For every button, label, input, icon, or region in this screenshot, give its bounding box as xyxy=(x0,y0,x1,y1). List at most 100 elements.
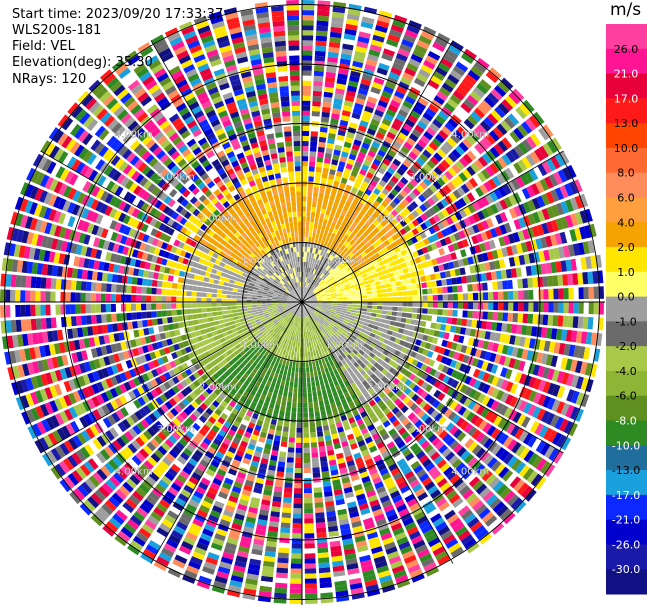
gate-cell xyxy=(445,49,459,60)
gate-cell xyxy=(336,191,343,199)
gate-cell xyxy=(401,334,408,341)
gate-cell xyxy=(307,196,312,202)
gate-cell xyxy=(374,407,382,416)
gate-cell xyxy=(372,114,382,122)
gate-cell xyxy=(271,501,281,508)
gate-cell xyxy=(317,223,322,229)
gate-cell xyxy=(320,239,325,246)
gate-cell xyxy=(339,285,345,290)
gate-cell xyxy=(381,310,388,315)
gate-cell xyxy=(474,143,485,155)
gate-cell xyxy=(432,493,444,504)
gate-cell xyxy=(400,176,409,185)
gate-cell xyxy=(315,212,320,219)
gate-cell xyxy=(494,106,506,118)
gate-cell xyxy=(332,6,346,14)
gate-cell xyxy=(392,292,398,297)
gate-cell xyxy=(437,294,443,301)
gate-cell xyxy=(292,528,302,534)
gate-cell xyxy=(437,163,447,173)
gate-cell xyxy=(460,249,467,258)
gate-cell xyxy=(343,350,350,357)
gate-cell xyxy=(395,389,403,398)
gate-cell xyxy=(399,189,408,198)
gate-cell xyxy=(321,296,327,299)
gate-cell xyxy=(359,369,366,376)
gate-cell xyxy=(424,393,433,402)
gate-cell xyxy=(557,315,564,327)
gate-cell xyxy=(278,456,286,463)
gate-cell xyxy=(319,572,331,579)
gate-cell xyxy=(522,313,529,324)
gate-cell xyxy=(424,430,434,440)
gate-cell xyxy=(427,447,437,458)
gate-cell xyxy=(419,496,431,506)
gate-cell xyxy=(558,246,565,259)
gate-cell xyxy=(317,202,322,209)
gate-cell xyxy=(357,383,365,390)
gate-cell xyxy=(512,88,525,101)
gate-cell xyxy=(388,325,395,331)
gate-cell xyxy=(315,35,328,42)
gate-cell xyxy=(351,290,357,294)
gate-cell xyxy=(408,373,416,381)
gate-cell xyxy=(480,196,490,207)
gate-cell xyxy=(307,300,312,302)
gate-cell xyxy=(451,163,461,174)
gate-cell xyxy=(402,291,408,296)
gate-cell xyxy=(472,292,479,301)
gate-cell xyxy=(452,285,458,293)
gate-cell xyxy=(292,346,295,352)
gate-cell xyxy=(295,457,302,464)
gate-cell xyxy=(334,196,341,203)
gate-cell xyxy=(412,295,418,301)
gate-cell xyxy=(565,404,575,418)
gate-cell xyxy=(350,148,359,156)
gate-cell xyxy=(464,328,471,336)
gate-cell xyxy=(497,140,509,152)
gate-cell xyxy=(539,178,550,191)
gate-cell xyxy=(306,206,311,212)
gate-cell xyxy=(441,219,450,228)
gate-cell xyxy=(476,124,488,136)
gate-cell xyxy=(315,283,320,288)
gate-cell xyxy=(302,302,307,304)
gate-cell xyxy=(302,191,307,197)
gate-cell xyxy=(302,65,312,71)
gate-cell xyxy=(370,118,380,127)
gate-cell xyxy=(337,320,343,325)
gate-cell xyxy=(354,379,362,386)
gate-cell xyxy=(552,315,559,327)
gate-cell xyxy=(421,246,429,254)
gate-cell xyxy=(407,475,418,484)
gate-cell xyxy=(303,437,310,443)
gate-cell xyxy=(349,232,356,239)
gate-cell xyxy=(462,284,468,292)
gate-cell xyxy=(407,425,417,434)
gate-cell xyxy=(505,473,518,486)
gate-cell xyxy=(513,302,519,312)
gate-cell xyxy=(551,137,562,151)
gate-cell xyxy=(402,448,412,458)
gate-cell xyxy=(352,210,359,217)
gate-cell xyxy=(290,573,302,579)
gate-cell xyxy=(481,137,492,148)
gate-cell xyxy=(367,274,374,280)
gate-cell xyxy=(525,154,536,167)
gate-cell xyxy=(367,294,373,298)
gate-cell xyxy=(368,49,381,57)
gate-cell xyxy=(315,270,320,276)
gate-cell xyxy=(470,414,480,425)
gate-cell xyxy=(495,270,502,280)
gate-cell xyxy=(302,292,304,297)
gate-cell xyxy=(432,224,441,232)
gate-cell xyxy=(431,137,442,148)
gate-cell xyxy=(491,376,500,386)
gate-cell xyxy=(302,347,305,353)
gate-cell xyxy=(331,296,337,299)
gate-cell xyxy=(382,297,388,302)
gate-cell xyxy=(493,415,503,427)
gate-cell xyxy=(344,327,350,332)
gate-cell xyxy=(454,361,462,370)
gate-cell xyxy=(337,262,343,268)
